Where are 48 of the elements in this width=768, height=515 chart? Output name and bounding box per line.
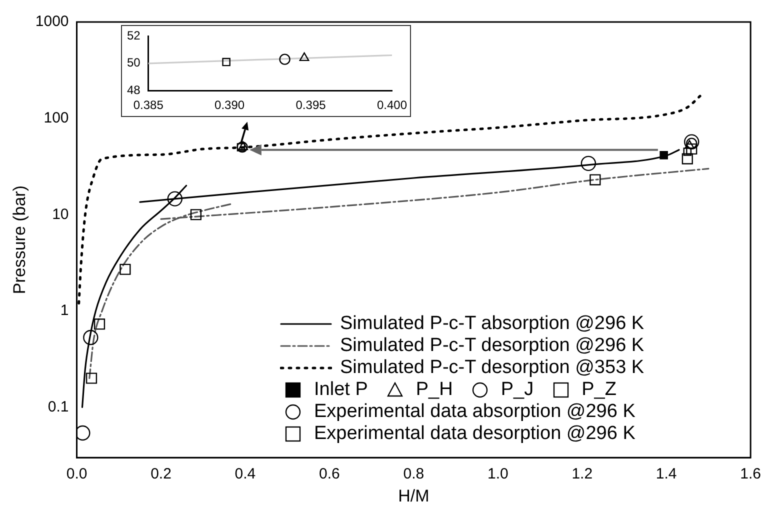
x-tick-label: 1.2 (572, 466, 593, 483)
legend-label: Experimental data desorption @296 K (314, 423, 636, 445)
x-tick-label: 0.6 (319, 466, 340, 483)
point (590, 174, 601, 186)
legend-label: Inlet P (314, 379, 368, 401)
point (120, 264, 131, 275)
x-tick-label: 0.390 (214, 98, 245, 112)
point (238, 141, 248, 150)
legend-label: Simulated P-c-T desorption @353 K (340, 357, 644, 379)
point (167, 191, 182, 206)
point (580, 156, 596, 172)
x-tick-label: 0.0 (66, 466, 88, 483)
y-axis-title: Pressure (bar) (10, 185, 29, 294)
legend-label: P_H (416, 379, 453, 401)
x-tick-label: 0.8 (403, 466, 424, 483)
point (190, 209, 202, 220)
legend-label: Simulated P-c-T desorption @296 K (340, 335, 644, 357)
point (683, 148, 692, 156)
y-tick-label: 0.1 (48, 398, 69, 416)
x-axis-title: H/M (398, 486, 430, 506)
x-tick-label: 0.385 (133, 98, 164, 112)
point (686, 143, 698, 155)
y-tick-label: 1000 (35, 13, 69, 30)
x-tick-label: 0.2 (150, 466, 172, 483)
point (236, 143, 246, 152)
y-tick-label: 50 (126, 56, 141, 70)
legend-label: Experimental data absorption @296 K (314, 401, 636, 423)
point (83, 330, 98, 346)
point (660, 151, 668, 160)
y-tick-label: 52 (126, 28, 141, 43)
point (94, 318, 106, 330)
legend-label: P_J (500, 379, 534, 401)
point (682, 153, 693, 164)
y-tick-label: 1 (60, 302, 69, 320)
y-tick-label: 10 (52, 206, 69, 223)
x-tick-label: 1.6 (740, 466, 762, 483)
y-tick-label: 48 (126, 82, 141, 97)
y-tick-label: 100 (44, 109, 69, 126)
x-tick-label: 1.4 (656, 466, 677, 483)
x-tick-label: 0.400 (376, 98, 408, 112)
point (76, 425, 90, 441)
point (684, 134, 700, 150)
legend-label: P_Z (582, 379, 616, 401)
x-tick-label: 0.395 (296, 98, 326, 112)
x-tick-label: 1.0 (487, 466, 508, 483)
legend-label: Simulated P-c-T absorption @296 K (340, 313, 644, 335)
point (86, 372, 98, 384)
x-tick-label: 0.4 (234, 466, 256, 483)
